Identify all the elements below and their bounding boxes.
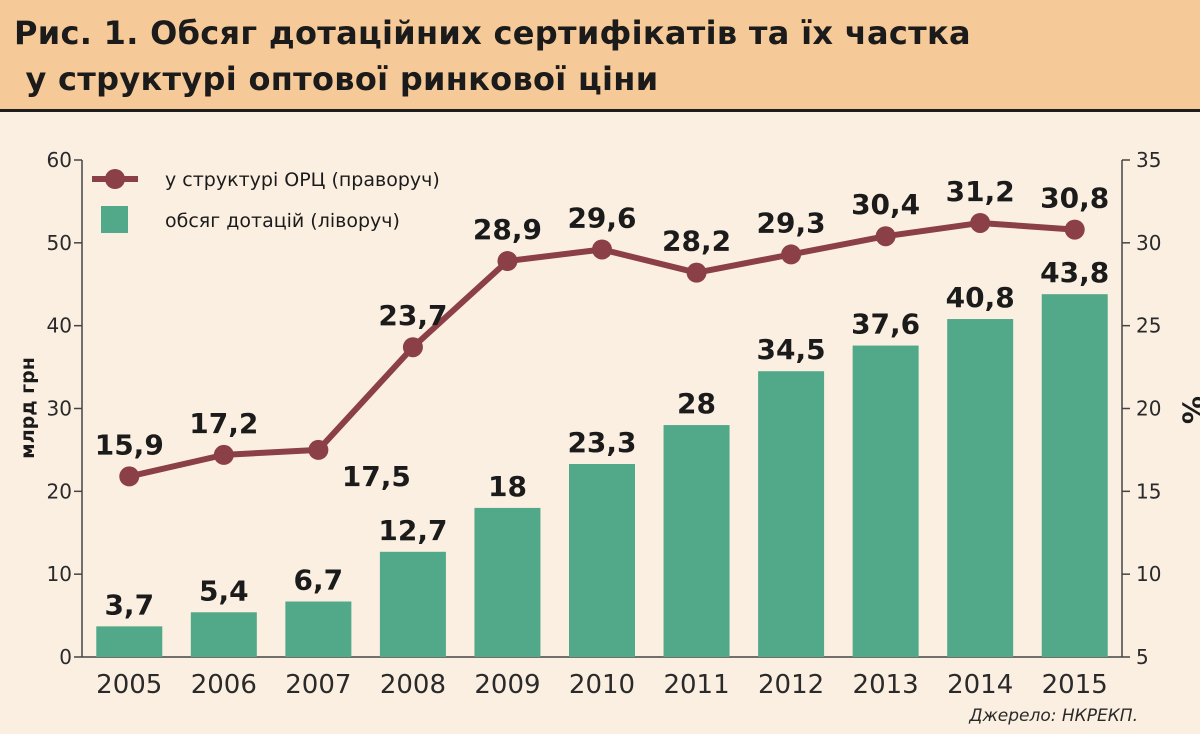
x-tick-label: 2007	[285, 670, 351, 700]
right-tick-label: 30	[1136, 231, 1161, 255]
chart-title-line-1: Рис. 1. Обсяг дотаційних сертифікатів та…	[14, 14, 971, 52]
line-value-label: 17,5	[342, 460, 411, 493]
bar-value-label: 12,7	[378, 514, 447, 547]
x-tick-label: 2011	[663, 670, 729, 700]
line-value-label: 23,7	[378, 299, 447, 332]
bar-value-label: 40,8	[946, 281, 1015, 314]
bar-value-label: 23,3	[567, 426, 636, 459]
left-tick-label: 40	[47, 314, 72, 338]
x-tick-label: 2010	[569, 670, 635, 700]
line-point	[119, 466, 140, 487]
bar	[758, 371, 825, 657]
line-value-label: 28,2	[662, 225, 731, 258]
bar-value-label: 28	[677, 387, 716, 420]
bar-value-label: 34,5	[757, 333, 826, 366]
line-value-label: 31,2	[946, 175, 1015, 208]
legend-bar-swatch	[101, 206, 128, 233]
bar	[285, 601, 352, 657]
bar	[474, 507, 541, 657]
x-tick-label: 2012	[758, 670, 824, 700]
source-note: Джерело: НКРЕКП.	[969, 706, 1138, 726]
bar	[1041, 294, 1108, 657]
title-band: Рис. 1. Обсяг дотаційних сертифікатів та…	[0, 0, 1200, 112]
bar	[96, 626, 163, 657]
bar-value-label: 6,7	[294, 564, 344, 597]
line-value-label: 29,6	[567, 201, 636, 234]
bar	[379, 551, 446, 657]
line-point	[308, 439, 329, 460]
bar-value-label: 18	[488, 470, 527, 503]
line-value-label: 15,9	[95, 428, 164, 461]
x-tick-label: 2008	[380, 670, 446, 700]
bar	[569, 463, 635, 657]
legend-line-label: у структурі ОРЦ (праворуч)	[165, 169, 440, 191]
left-tick-label: 20	[47, 479, 72, 503]
legend-bar-label: обсяг дотацій (ліворуч)	[165, 210, 400, 232]
bar-value-label: 5,4	[199, 574, 249, 607]
line-point	[781, 244, 802, 265]
right-axis-title: %	[1176, 396, 1200, 424]
line-point	[686, 262, 707, 283]
line-value-label: 30,4	[851, 188, 920, 221]
right-tick-label: 15	[1136, 479, 1161, 503]
bar-value-label: 3,7	[104, 588, 154, 621]
right-tick-label: 20	[1136, 397, 1161, 421]
bar	[852, 345, 919, 657]
bar-value-label: 43,8	[1040, 256, 1109, 289]
line-point	[497, 251, 518, 272]
left-tick-label: 30	[47, 397, 72, 421]
chart-area: 0 10 20 30 40 50 60 5 10 15 20 25 30 35 млрд грн% 2005 2…	[17, 148, 1200, 700]
line-point	[213, 444, 234, 465]
left-tick-label: 0	[59, 645, 72, 669]
line-point	[970, 212, 991, 233]
right-tick-label: 5	[1136, 645, 1149, 669]
line-point	[402, 337, 423, 358]
bar	[663, 425, 730, 657]
bar-value-label: 37,6	[851, 308, 920, 341]
bar	[190, 612, 257, 657]
line-point	[592, 239, 612, 260]
legend-line-marker	[105, 169, 125, 189]
x-tick-label: 2006	[191, 670, 257, 700]
left-tick-label: 50	[47, 231, 72, 255]
line-value-label: 29,3	[757, 206, 826, 239]
right-tick-label: 25	[1136, 314, 1161, 338]
x-tick-label: 2014	[947, 670, 1013, 700]
x-tick-label: 2005	[96, 670, 162, 700]
right-tick-label: 10	[1136, 562, 1161, 586]
x-tick-label: 2009	[474, 670, 540, 700]
x-tick-label: 2013	[853, 670, 919, 700]
line-value-label: 28,9	[473, 213, 542, 246]
line-point	[1064, 219, 1085, 240]
bar	[947, 319, 1014, 657]
left-tick-label: 60	[47, 148, 72, 172]
line-point	[875, 226, 896, 247]
right-tick-label: 35	[1136, 148, 1161, 172]
x-tick-label: 2015	[1042, 670, 1108, 700]
line-value-label: 17,2	[189, 407, 258, 440]
chart-title-line-2: у структурі оптової ринкової ціни	[14, 60, 659, 98]
left-tick-label: 10	[47, 562, 72, 586]
left-axis-title: млрд грн	[17, 357, 39, 459]
line-value-label: 30,8	[1040, 182, 1109, 215]
